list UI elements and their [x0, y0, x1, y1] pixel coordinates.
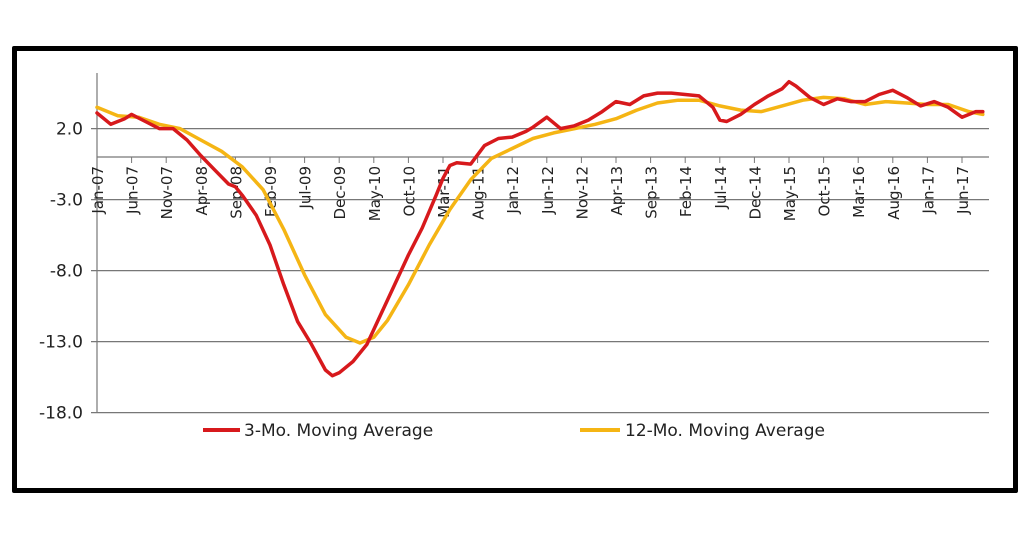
legend-label-12mo: 12-Mo. Moving Average — [625, 421, 825, 441]
legend-label-3mo: 3-Mo. Moving Average — [244, 421, 433, 441]
chart-frame — [12, 46, 1018, 493]
x-tick-label: Jun-07 — [124, 166, 142, 215]
x-tick-label: Oct-10 — [400, 166, 418, 216]
x-tick-label: Mar-16 — [850, 166, 868, 218]
x-tick-label: Jun-12 — [539, 166, 557, 215]
x-tick-label: Jan-07 — [89, 166, 107, 215]
x-tick-label: Apr-13 — [608, 166, 626, 216]
legend: 3-Mo. Moving Average 12-Mo. Moving Avera… — [203, 421, 825, 441]
x-tick-label: Jul-09 — [297, 166, 315, 210]
x-tick-label: Feb-09 — [262, 166, 280, 217]
x-tick-label: Sep-08 — [227, 166, 245, 219]
x-tick-label: Apr-08 — [193, 166, 211, 216]
series-line-3mo — [95, 79, 985, 378]
x-tick-label: Aug-16 — [885, 166, 903, 220]
x-tick-label: Dec-09 — [331, 166, 349, 220]
y-tick-label: -18.0 — [39, 404, 83, 424]
x-tick-label: Oct-15 — [816, 166, 834, 216]
x-tick-label: Jun-17 — [954, 166, 972, 215]
y-tick-label: -3.0 — [50, 191, 83, 211]
series-line-12mo — [95, 95, 985, 345]
x-tick-label: Nov-07 — [158, 166, 176, 219]
x-tick-label: Jul-14 — [712, 166, 730, 210]
y-tick-label: -13.0 — [39, 333, 83, 353]
series-lines — [95, 79, 985, 378]
x-tick-label: Sep-13 — [643, 166, 661, 219]
x-tick-label: Nov-12 — [573, 166, 591, 219]
gridlines — [91, 73, 989, 414]
x-tick-label: Jan-17 — [919, 166, 937, 215]
x-tick-label: Dec-14 — [746, 166, 764, 220]
x-tick-label: Aug-11 — [470, 166, 488, 220]
x-tick-label: May-10 — [366, 166, 384, 221]
x-tick-label: Jan-12 — [504, 166, 522, 215]
y-tick-label: 2.0 — [56, 120, 83, 140]
y-axis-ticks: 2.0 -3.0 -8.0 -13.0 -18.0 — [39, 120, 83, 424]
y-tick-label: -8.0 — [50, 262, 83, 282]
x-axis-ticks: Jan-07 Jun-07 Nov-07 Apr-08 Sep-08 Feb-09 Jul-… — [89, 157, 972, 221]
x-tick-label: Feb-14 — [677, 166, 695, 217]
x-tick-label: Mar-11 — [435, 166, 453, 218]
x-tick-label: May-15 — [781, 166, 799, 221]
